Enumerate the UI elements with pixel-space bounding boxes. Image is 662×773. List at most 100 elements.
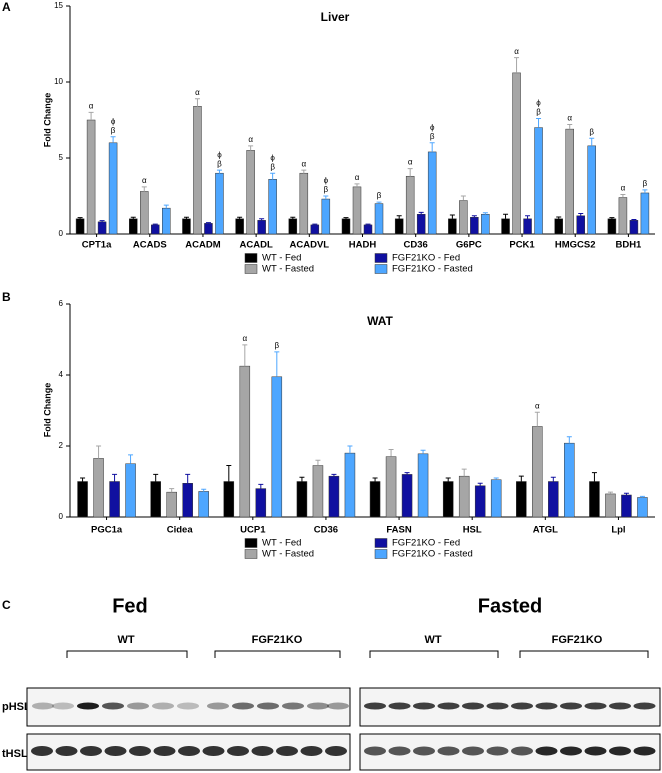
group-label: FGF21KO	[252, 634, 303, 646]
x-tick-label: ACADL	[240, 240, 273, 251]
group-label: WT	[424, 634, 441, 646]
error-bar	[315, 459, 321, 466]
legend-swatch	[374, 253, 388, 263]
legend-swatch	[244, 264, 258, 274]
legend-swatch	[374, 264, 388, 274]
bar	[182, 218, 191, 235]
significance-mark: β	[275, 341, 280, 350]
bar	[474, 485, 486, 518]
significance-mark: ϕ	[270, 153, 275, 162]
band	[102, 702, 124, 710]
error-bar	[620, 193, 626, 198]
y-tick-label: 2	[59, 441, 64, 450]
significance-mark: β	[536, 108, 541, 117]
bar	[235, 218, 244, 235]
band	[55, 746, 78, 756]
y-tick-label: 6	[59, 299, 64, 308]
band	[202, 746, 225, 756]
bar	[77, 481, 88, 518]
chart-title: Liver	[321, 10, 350, 24]
error-bar	[477, 482, 483, 486]
significance-mark: α	[535, 401, 540, 410]
error-bar	[216, 169, 222, 174]
bar	[341, 218, 351, 235]
error-bar	[347, 445, 353, 454]
error-bar	[631, 219, 637, 221]
error-bar	[534, 411, 540, 427]
band	[232, 702, 254, 710]
bar	[481, 213, 490, 235]
bar	[166, 491, 177, 518]
significance-mark: β	[111, 126, 116, 135]
band	[511, 746, 533, 756]
bar	[401, 474, 413, 518]
significance-mark: α	[567, 114, 572, 123]
error-bar	[301, 169, 307, 174]
band	[178, 746, 200, 756]
band	[486, 702, 509, 710]
bar	[204, 223, 213, 235]
band	[462, 746, 484, 756]
bracket	[66, 650, 649, 658]
error-bar	[550, 476, 556, 482]
error-bar	[169, 488, 175, 493]
error-bar	[163, 204, 169, 209]
band	[560, 746, 582, 756]
bar	[369, 481, 381, 518]
bar	[618, 197, 628, 235]
error-bar	[183, 216, 189, 219]
error-bar	[471, 215, 477, 218]
bar	[75, 218, 85, 235]
bar	[109, 481, 120, 518]
significance-mark: β	[324, 185, 329, 194]
error-bar	[88, 111, 94, 120]
bar	[150, 481, 161, 518]
significance-mark: α	[243, 334, 248, 343]
bar	[162, 207, 171, 235]
error-bar	[365, 223, 371, 225]
bar	[223, 481, 235, 518]
error-bar	[388, 449, 394, 457]
x-tick-label: G6PC	[456, 240, 482, 251]
bar	[198, 491, 209, 518]
x-tick-label: ACADVL	[290, 240, 330, 251]
panel-label: C	[2, 598, 11, 612]
bar	[310, 224, 320, 235]
error-bar	[445, 477, 451, 482]
band	[462, 702, 484, 710]
x-tick-label: FASN	[386, 525, 411, 536]
band	[560, 702, 582, 710]
error-bar	[518, 475, 524, 482]
error-bar	[407, 168, 413, 177]
y-axis-label: Fold Change	[42, 383, 52, 438]
significance-mark: β	[270, 162, 275, 171]
bar	[565, 128, 574, 235]
bar	[321, 198, 331, 235]
legend-label: WT - Fed	[262, 538, 301, 549]
bar	[151, 224, 160, 235]
bar	[246, 150, 255, 235]
bar	[637, 497, 648, 518]
significance-mark: α	[248, 135, 253, 144]
legend-swatch	[374, 538, 388, 548]
band	[609, 702, 631, 710]
bar	[296, 481, 308, 518]
error-bar	[130, 216, 136, 219]
significance-mark: ϕ	[430, 123, 435, 132]
bar	[239, 365, 251, 518]
error-bar	[607, 491, 613, 494]
legend-label: FGF21KO - Fed	[392, 253, 460, 264]
band	[32, 702, 54, 710]
significance-mark: α	[89, 102, 94, 111]
error-bar	[609, 217, 615, 219]
bar	[523, 218, 532, 235]
band	[104, 746, 127, 756]
bar	[271, 376, 283, 518]
bar	[108, 142, 118, 235]
error-bar	[482, 212, 488, 215]
error-bar	[242, 344, 248, 367]
error-bar	[96, 445, 102, 459]
band	[80, 746, 102, 756]
error-bar	[420, 449, 426, 454]
